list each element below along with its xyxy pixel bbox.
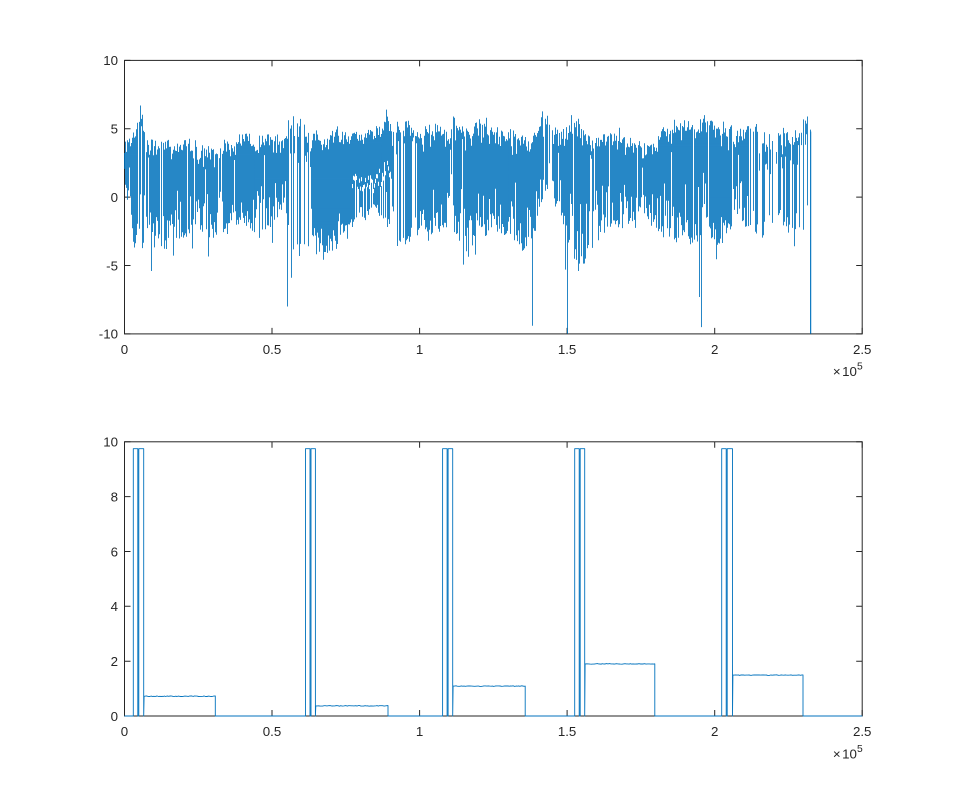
svg-text:0.5: 0.5	[263, 724, 282, 739]
svg-text:2: 2	[111, 654, 118, 669]
svg-text:×105: × 105	[833, 362, 863, 380]
svg-text:1: 1	[416, 342, 423, 357]
svg-text:6: 6	[111, 544, 118, 559]
svg-text:1.5: 1.5	[558, 724, 577, 739]
svg-text:4: 4	[111, 599, 118, 614]
svg-text:0: 0	[111, 190, 118, 205]
svg-text:-5: -5	[106, 258, 118, 273]
svg-text:0: 0	[111, 709, 118, 724]
svg-text:2.5: 2.5	[853, 724, 872, 739]
svg-text:×105: × 105	[833, 744, 863, 762]
svg-text:1: 1	[416, 724, 423, 739]
svg-text:2.5: 2.5	[853, 342, 872, 357]
svg-text:10: 10	[103, 435, 118, 450]
svg-text:5: 5	[111, 122, 118, 137]
svg-text:10: 10	[103, 53, 118, 68]
svg-text:8: 8	[111, 489, 118, 504]
svg-text:0.5: 0.5	[263, 342, 282, 357]
svg-text:-10: -10	[99, 327, 118, 342]
svg-text:1.5: 1.5	[558, 342, 577, 357]
svg-text:2: 2	[711, 724, 718, 739]
svg-text:0: 0	[121, 342, 128, 357]
svg-text:2: 2	[711, 342, 718, 357]
svg-text:0: 0	[121, 724, 128, 739]
